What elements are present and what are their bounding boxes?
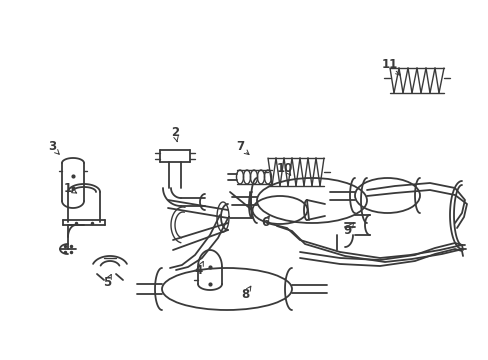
Text: 3: 3 <box>48 140 56 153</box>
Text: 2: 2 <box>171 126 179 139</box>
Text: 9: 9 <box>343 224 351 237</box>
Text: 7: 7 <box>235 140 244 153</box>
Text: 4: 4 <box>195 264 203 276</box>
Text: 10: 10 <box>276 162 292 175</box>
Text: 5: 5 <box>102 276 111 289</box>
Text: 1: 1 <box>64 181 72 194</box>
Text: 6: 6 <box>260 216 268 229</box>
Text: 11: 11 <box>381 58 397 72</box>
Text: 8: 8 <box>241 288 248 302</box>
